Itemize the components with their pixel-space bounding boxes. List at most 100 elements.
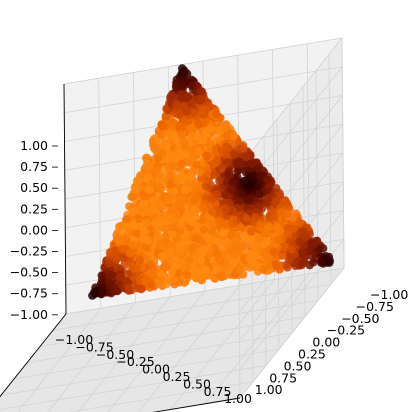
scatter-point: [263, 175, 272, 184]
scatter-point: [250, 213, 260, 222]
scatter-point: [177, 159, 186, 168]
scatter-point: [161, 225, 170, 234]
scatter-point: [205, 139, 215, 149]
scatter-point: [107, 271, 116, 280]
scatter-point: [167, 229, 177, 239]
scatter-point: [197, 255, 206, 265]
scatter-point: [169, 275, 179, 284]
grid-line: [237, 37, 343, 169]
y-tick-label: −0.50: [341, 311, 379, 326]
scatter-point: [230, 270, 239, 280]
y-tick-label: 1.00: [255, 382, 283, 397]
y-axis-line: [152, 397, 241, 412]
scatter-point: [272, 184, 281, 193]
scatter-point: [97, 271, 106, 280]
z-tick-label: −0.50: [10, 265, 48, 280]
scatter-point: [205, 249, 214, 258]
scatter-point: [186, 215, 195, 224]
scatter-point: [177, 80, 186, 90]
scatter-point: [194, 146, 203, 156]
z-tick-label: −0.75: [10, 286, 48, 301]
scatter-point: [215, 176, 224, 186]
scatter-point: [189, 196, 198, 206]
scatter-point: [167, 162, 176, 171]
scatter-point: [201, 117, 210, 126]
z-tick-label: 0.25: [20, 201, 48, 216]
scatter-point: [309, 239, 319, 249]
scatter-point: [255, 189, 264, 198]
scatter-point: [162, 279, 171, 289]
scatter-point: [141, 243, 150, 252]
scatter-point: [245, 263, 255, 272]
scatter-point: [223, 238, 232, 247]
scatter-point: [194, 273, 203, 282]
scatter-point: [215, 271, 224, 280]
scatter-point: [175, 246, 184, 255]
y-tick-label: −0.25: [327, 323, 365, 338]
grid-line: [63, 37, 343, 85]
scatter-point: [305, 260, 314, 270]
scatter-point: [175, 226, 185, 235]
scatter-point: [161, 237, 170, 246]
scatter-point: [192, 160, 201, 170]
scatter-point: [284, 256, 294, 265]
scatter-point: [98, 288, 107, 297]
scatter-point: [160, 122, 169, 131]
z-tick-label: 0.75: [20, 159, 48, 174]
y-tick-label: 0.25: [298, 347, 326, 362]
scatter-point: [140, 192, 149, 201]
scatter-point: [259, 265, 268, 274]
scatter-point: [197, 106, 206, 116]
x-tick-label: 0.75: [204, 384, 232, 399]
scatter-point: [172, 100, 181, 109]
scatter-point: [299, 227, 308, 236]
scatter-point: [202, 152, 212, 161]
scatter-point: [90, 287, 99, 297]
scatter-point: [221, 205, 231, 214]
grid-line: [47, 302, 136, 412]
scatter-point: [237, 242, 247, 251]
scatter-point: [180, 186, 190, 195]
scatter-point: [125, 249, 135, 258]
scatter-point: [271, 197, 281, 206]
scatter-point: [220, 124, 229, 133]
scatter-point: [222, 178, 231, 187]
grid-line: [67, 381, 254, 412]
scatter-point: [166, 247, 176, 256]
scatter-point: [206, 218, 215, 228]
scatter-point: [242, 214, 251, 223]
grid-line: [0, 348, 280, 396]
scatter-point: [161, 262, 170, 271]
scatter-point: [157, 216, 167, 226]
scatter-point: [124, 283, 134, 293]
scatter-point: [156, 183, 165, 192]
scatter-point: [247, 159, 257, 168]
scatter-point: [148, 269, 157, 278]
scatter-point: [182, 270, 191, 279]
scatter-point: [225, 167, 234, 176]
scatter-point: [122, 215, 131, 224]
scatter-point: [235, 202, 244, 212]
scatter-point: [152, 167, 161, 176]
scatter-point: [104, 259, 113, 268]
scatter-point: [274, 235, 283, 244]
x-tick-label: 1.00: [224, 391, 252, 406]
scatter-point: [239, 144, 248, 153]
scatter-point: [222, 142, 231, 152]
scatter-point: [145, 207, 155, 217]
scatter-point: [148, 179, 158, 188]
y-tick-label: −1.00: [370, 287, 408, 302]
scatter-point: [244, 195, 253, 204]
scatter-point: [132, 264, 141, 274]
scatter-point: [195, 168, 204, 177]
scatter-point: [148, 136, 158, 146]
y-tick-label: −0.75: [356, 299, 394, 314]
scatter-point: [166, 171, 175, 180]
z-axis-line: [63, 83, 67, 315]
scatter-point: [223, 157, 233, 167]
scatter-point: [176, 130, 186, 139]
scatter-point: [298, 258, 308, 268]
scatter-point: [230, 150, 239, 159]
scatter-point: [150, 143, 159, 153]
scatter-point: [228, 177, 237, 187]
